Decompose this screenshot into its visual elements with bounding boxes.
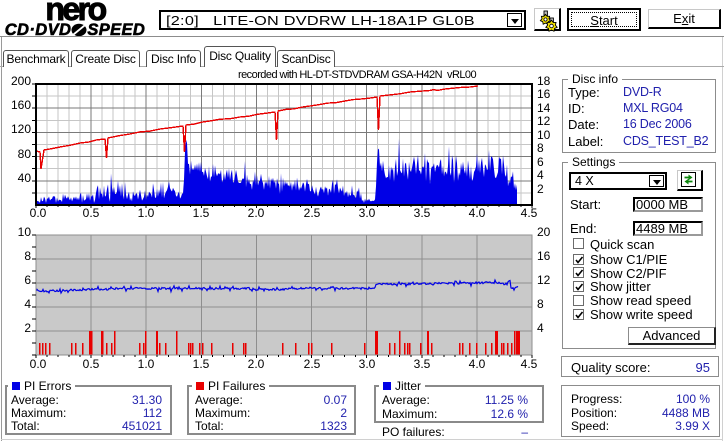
svg-text:0.0: 0.0 <box>30 206 47 220</box>
svg-text:4.0: 4.0 <box>469 206 486 220</box>
svg-text:8: 8 <box>537 141 544 155</box>
svg-text:4: 4 <box>537 168 544 182</box>
svg-text:40: 40 <box>18 171 32 185</box>
svg-text:10: 10 <box>18 225 32 239</box>
svg-text:1.0: 1.0 <box>138 357 155 371</box>
svg-text:2.0: 2.0 <box>248 357 265 371</box>
svg-text:2.5: 2.5 <box>304 357 321 371</box>
svg-text:4.5: 4.5 <box>521 357 538 371</box>
svg-text:8: 8 <box>537 297 544 311</box>
svg-text:2: 2 <box>24 321 31 335</box>
svg-text:160: 160 <box>11 98 31 112</box>
svg-text:6: 6 <box>24 273 31 287</box>
svg-text:6: 6 <box>537 155 544 169</box>
svg-text:4.5: 4.5 <box>521 206 538 220</box>
svg-text:12: 12 <box>537 273 551 287</box>
svg-text:20: 20 <box>537 225 551 239</box>
svg-text:3.0: 3.0 <box>359 357 376 371</box>
svg-text:3.5: 3.5 <box>414 357 431 371</box>
svg-text:18: 18 <box>537 74 551 88</box>
svg-text:0.0: 0.0 <box>30 357 47 371</box>
svg-text:200: 200 <box>11 74 31 88</box>
svg-text:3.0: 3.0 <box>359 206 376 220</box>
svg-text:2.0: 2.0 <box>248 206 265 220</box>
svg-text:80: 80 <box>18 147 32 161</box>
svg-text:16: 16 <box>537 249 551 263</box>
svg-text:recorded with HL-DT-STDVDRAM G: recorded with HL-DT-STDVDRAM GSA-H42N vR… <box>238 69 476 81</box>
svg-text:8: 8 <box>24 249 31 263</box>
svg-text:1.5: 1.5 <box>193 206 210 220</box>
svg-text:2.5: 2.5 <box>304 206 321 220</box>
svg-text:0.5: 0.5 <box>83 357 100 371</box>
svg-text:1.0: 1.0 <box>138 206 155 220</box>
svg-text:16: 16 <box>537 87 551 101</box>
svg-text:10: 10 <box>537 128 551 142</box>
svg-text:4: 4 <box>24 297 31 311</box>
svg-text:4.0: 4.0 <box>469 357 486 371</box>
svg-text:4: 4 <box>537 321 544 335</box>
svg-text:3.5: 3.5 <box>414 206 431 220</box>
svg-text:120: 120 <box>11 122 31 136</box>
svg-text:14: 14 <box>537 101 551 115</box>
svg-text:0.5: 0.5 <box>83 206 100 220</box>
svg-text:12: 12 <box>537 114 551 128</box>
svg-text:1.5: 1.5 <box>193 357 210 371</box>
svg-text:2: 2 <box>537 182 544 196</box>
